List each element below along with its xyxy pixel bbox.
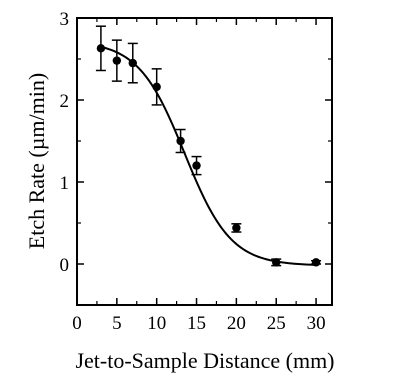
plot-frame — [76, 17, 333, 306]
x-tick-label: 20 — [227, 313, 246, 334]
data-point — [128, 58, 137, 68]
tick-labels: 0 5 10 15 20 25 30 0 1 2 3 — [60, 9, 326, 334]
data-point — [232, 223, 241, 233]
data-point — [96, 44, 106, 53]
data-point — [311, 258, 321, 267]
data-point — [192, 161, 201, 170]
axis-ticks — [76, 17, 332, 306]
data-point — [152, 82, 161, 92]
y-axis-title: Etch Rate (µm/min) — [24, 73, 49, 249]
y-tick-label: 0 — [60, 255, 70, 276]
data-point — [112, 56, 122, 65]
x-tick-label: 0 — [72, 313, 82, 334]
data-point — [272, 258, 281, 267]
x-axis-title: Jet-to-Sample Distance (mm) — [75, 348, 334, 373]
data-points — [96, 44, 321, 267]
x-tick-label: 10 — [147, 313, 166, 334]
x-tick-label: 25 — [267, 313, 286, 334]
x-tick-label: 15 — [187, 313, 206, 334]
x-tick-label: 5 — [112, 313, 122, 334]
y-tick-label: 1 — [60, 173, 70, 194]
data-point — [176, 136, 185, 146]
y-tick-label: 3 — [60, 9, 70, 30]
x-tick-label: 30 — [307, 313, 326, 334]
y-tick-label: 2 — [60, 91, 70, 112]
